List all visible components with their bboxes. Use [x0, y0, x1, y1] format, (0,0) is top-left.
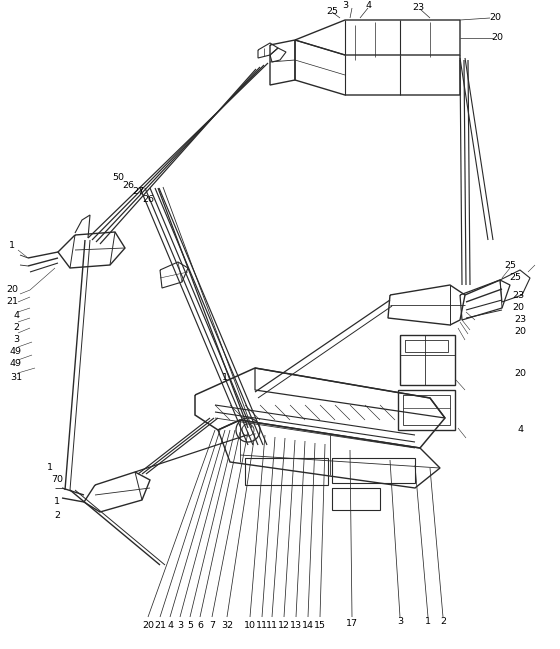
Text: 50: 50 [112, 173, 124, 182]
Text: 2: 2 [13, 323, 19, 332]
Text: 3: 3 [342, 1, 348, 10]
Text: 4: 4 [167, 622, 173, 630]
Text: 20: 20 [491, 34, 503, 42]
Text: 27: 27 [132, 188, 144, 197]
Text: 3: 3 [177, 622, 183, 630]
Text: 5: 5 [187, 622, 193, 630]
Text: 1: 1 [222, 374, 228, 382]
Text: 21: 21 [154, 622, 166, 630]
Text: 6: 6 [197, 622, 203, 630]
Text: 23: 23 [514, 315, 526, 324]
Text: 1: 1 [54, 498, 60, 506]
Text: 20: 20 [514, 328, 526, 336]
Text: 13: 13 [290, 622, 302, 630]
Text: 12: 12 [278, 622, 290, 630]
Text: 26: 26 [122, 182, 134, 191]
Text: 4: 4 [13, 312, 19, 321]
Text: 1: 1 [425, 617, 431, 626]
Text: 49: 49 [10, 347, 22, 356]
Text: 49: 49 [10, 360, 22, 369]
Text: 20: 20 [6, 286, 18, 295]
Text: 3: 3 [397, 617, 403, 626]
Text: 20: 20 [514, 369, 526, 378]
Text: 70: 70 [51, 476, 63, 485]
Text: 20: 20 [512, 302, 524, 312]
Text: 17: 17 [346, 620, 358, 628]
Text: 31: 31 [10, 374, 22, 382]
Text: 4: 4 [517, 426, 523, 434]
Text: 2: 2 [54, 511, 60, 519]
Text: 23: 23 [512, 291, 524, 299]
Text: 20: 20 [489, 14, 501, 23]
Text: 25: 25 [504, 260, 516, 269]
Text: 21: 21 [6, 297, 18, 306]
Text: 23: 23 [412, 3, 424, 12]
Text: 25: 25 [326, 6, 338, 16]
Text: 2: 2 [440, 617, 446, 626]
Text: 4: 4 [365, 1, 371, 10]
Text: 11: 11 [266, 622, 278, 630]
Text: 26: 26 [142, 195, 154, 204]
Text: 32: 32 [221, 622, 233, 630]
Text: 3: 3 [13, 336, 19, 345]
Text: 1: 1 [9, 241, 15, 249]
Text: 7: 7 [209, 622, 215, 630]
Text: 14: 14 [302, 622, 314, 630]
Text: 15: 15 [314, 622, 326, 630]
Text: 1: 1 [47, 463, 53, 472]
Text: 10: 10 [244, 622, 256, 630]
Text: 11: 11 [256, 622, 268, 630]
Text: 25: 25 [509, 273, 521, 282]
Text: 20: 20 [142, 622, 154, 630]
